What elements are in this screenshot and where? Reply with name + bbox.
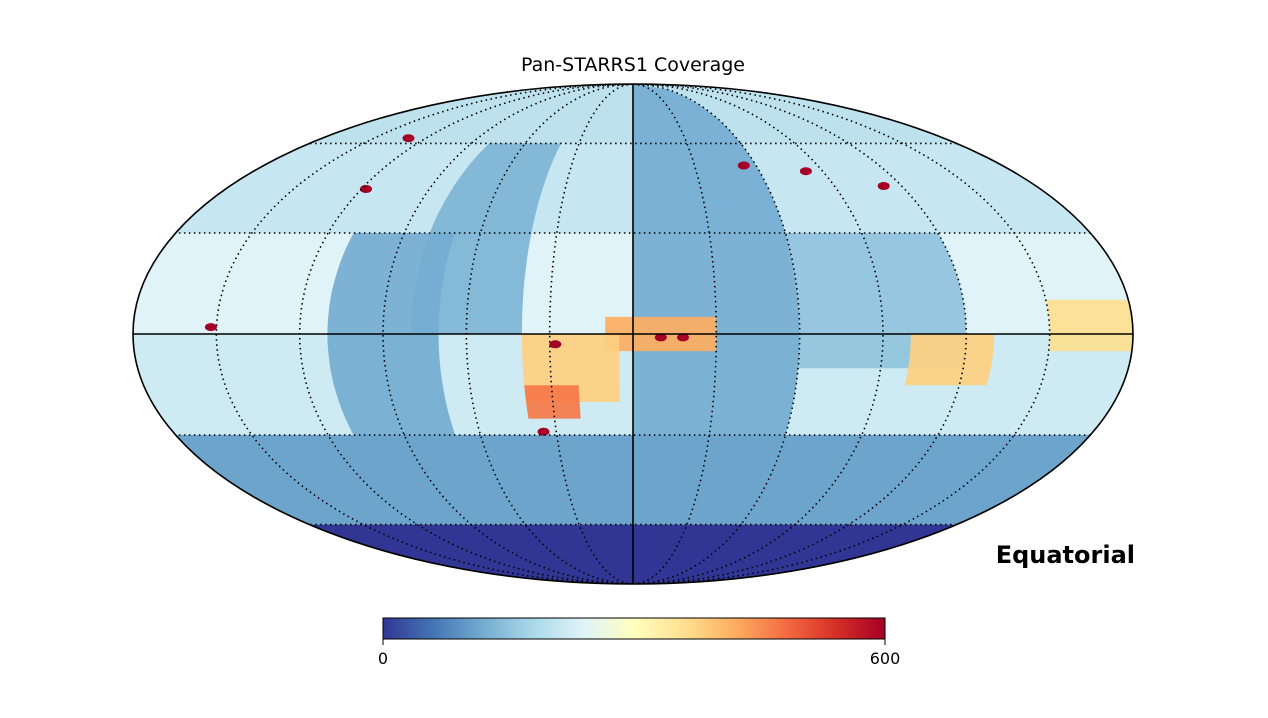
colorbar-bar [382,617,886,640]
hotspot-8 [799,167,812,176]
hotspot-0 [654,333,667,342]
coverage-hotspots [204,134,890,436]
hotspot-3 [537,427,550,436]
hotspot-7 [737,161,750,170]
chart-title: Pan-STARRS1 Coverage [521,54,745,76]
colorbar-tick-label-min: 0 [378,649,388,668]
coverage-region-1 [410,143,562,334]
coverage-region-5 [521,334,620,402]
meridian--90 [632,84,884,584]
coverage-region-8 [904,334,995,386]
colorbar: 0 600 [378,617,901,668]
meridian--150 [632,84,1051,584]
hotspot-9 [877,182,890,190]
hotspot-6 [360,185,372,193]
meridian-150 [215,84,634,584]
hotspot-2 [549,340,562,349]
frame-label: Equatorial [996,541,1135,569]
hotspot-1 [677,333,689,342]
colorbar-tick-label-max: 600 [870,649,901,668]
projection-axes [133,84,1133,584]
hotspot-5 [402,134,415,143]
map-boundary [132,83,1134,585]
hotspot-4 [204,323,217,332]
coverage-region-7 [1045,299,1133,352]
